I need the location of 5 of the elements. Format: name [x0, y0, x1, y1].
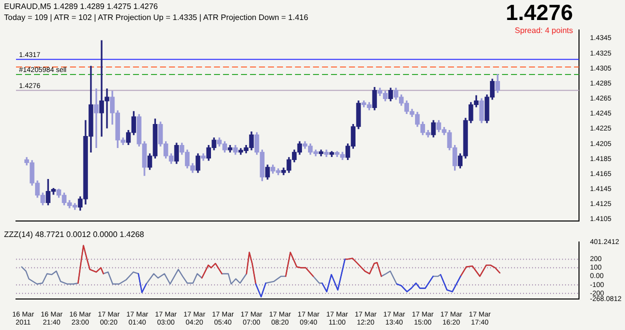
annotation: Spread: 4 points	[514, 26, 573, 35]
chart-subtitle: Today = 109 | ATR = 102 | ATR Projection Up = 1.4335 | ATR Projection Down = 1.416	[4, 13, 308, 22]
text: 1.4276	[506, 0, 573, 26]
chart-title: EURAUD,M5 1.4289 1.4289 1.4275 1.4276	[4, 2, 158, 11]
chart-title: ZZZ(14) 48.7721 0.0012 0.0000 1.4268	[4, 230, 144, 239]
